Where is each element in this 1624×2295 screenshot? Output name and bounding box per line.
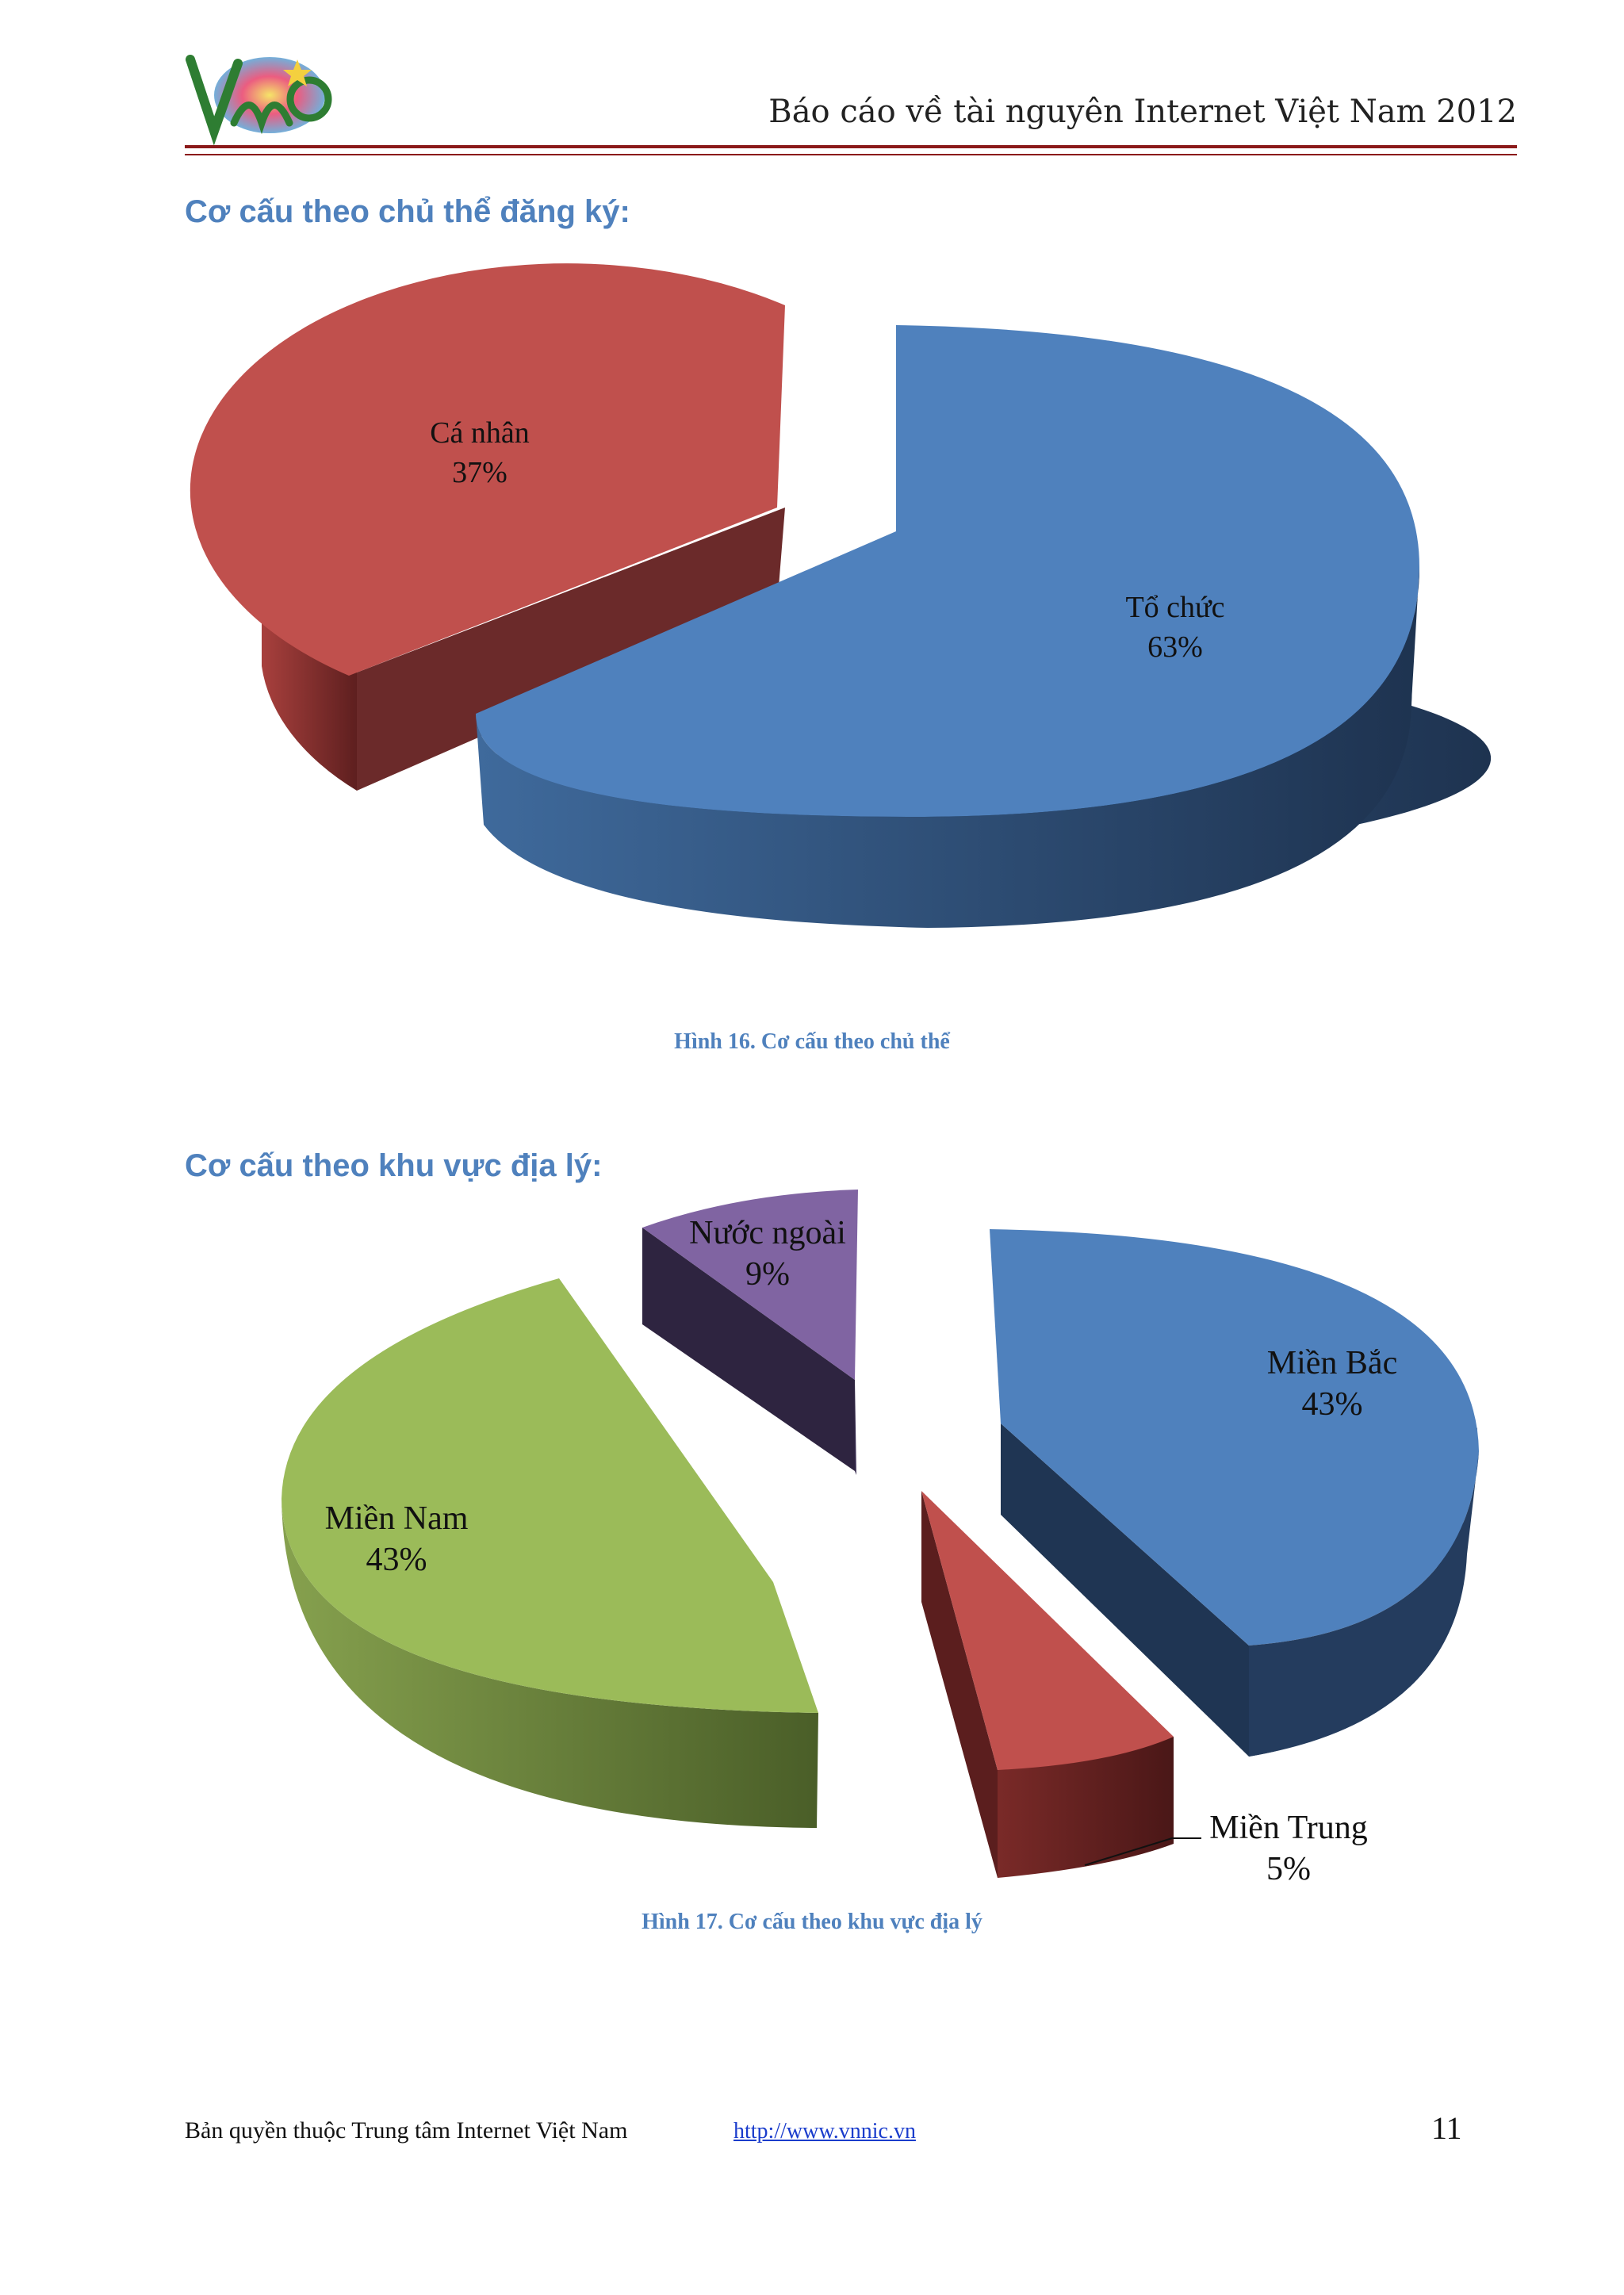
- slice-mien-nam-top: [282, 1278, 818, 1713]
- pie-chart-region: Nước ngoài 9% Miền Bắc 43% Miền Nam 43% …: [282, 1190, 1479, 1887]
- slice-nuoc-ngoai-top: [642, 1190, 858, 1380]
- header-rule: [185, 145, 1517, 148]
- header-title: Báo cáo về tài nguyên Internet Việt Nam …: [768, 94, 1517, 130]
- label-mien-nam-pct: 43%: [366, 1542, 427, 1578]
- slice-to-chuc-rim: [476, 567, 1419, 928]
- vnnic-logo: [186, 55, 332, 146]
- slice-mien-bac-top: [990, 1229, 1479, 1646]
- slice-to-chuc-face: [476, 325, 1419, 817]
- figure-17-caption: Hình 17. Cơ cấu theo khu vực địa lý: [642, 1910, 982, 1934]
- slice-nuoc-ngoai-side: [642, 1228, 855, 1471]
- slice-mien-trung-side: [921, 1491, 998, 1878]
- label-to-chuc: Tổ chức: [1125, 591, 1224, 624]
- leader-line-mien-trung: [1084, 1837, 1201, 1866]
- slice-mien-bac-side: [990, 1229, 1477, 1757]
- label-nuoc-ngoai-pct: 9%: [745, 1256, 790, 1293]
- header-rule-thin: [185, 154, 1517, 155]
- label-ca-nhan-pct: 37%: [452, 456, 508, 489]
- slice-ca-nhan-top: [190, 263, 786, 676]
- slice-mien-trung-top: [921, 1491, 1174, 1770]
- label-mien-nam: Miền Nam: [325, 1500, 469, 1537]
- label-mien-trung-pct: 5%: [1266, 1851, 1311, 1887]
- section-title-region: Cơ cấu theo khu vực địa lý:: [185, 1148, 603, 1183]
- label-nuoc-ngoai: Nước ngoài: [689, 1215, 846, 1251]
- label-mien-trung: Miền Trung: [1209, 1810, 1368, 1846]
- footer-website-link[interactable]: http://www.vnnic.vn: [733, 2119, 916, 2144]
- footer-copyright: Bản quyền thuộc Trung tâm Internet Việt …: [185, 2117, 628, 2144]
- page-number: 11: [1431, 2110, 1462, 2146]
- slice-nuoc-ngoai-front: [855, 1380, 856, 1475]
- slice-mien-nam-side: [282, 1499, 818, 1828]
- label-ca-nhan: Cá nhân: [430, 416, 530, 450]
- section-title-registrant: Cơ cấu theo chủ thể đăng ký:: [185, 194, 630, 229]
- label-mien-bac-pct: 43%: [1302, 1386, 1363, 1423]
- slice-mien-bac-rim: [1249, 1451, 1479, 1757]
- slice-mien-trung-front: [998, 1737, 1174, 1878]
- slice-ca-nhan-inner: [357, 305, 785, 791]
- label-mien-bac: Miền Bắc: [1267, 1345, 1397, 1381]
- pie-chart-registrant: Cá nhân 37% Tổ chức 63%: [190, 263, 1492, 928]
- figure-16-caption: Hình 16. Cơ cấu theo chủ thể: [674, 1029, 950, 1054]
- label-to-chuc-pct: 63%: [1147, 630, 1203, 664]
